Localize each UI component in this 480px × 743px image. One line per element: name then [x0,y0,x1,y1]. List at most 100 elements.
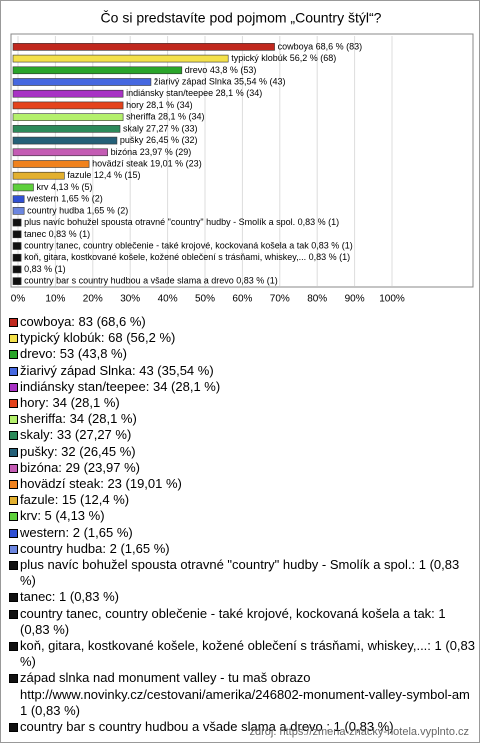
legend-item: typický klobúk: 68 (56,2 %) [9,330,477,346]
legend-swatch [9,512,18,522]
legend-item: krv: 5 (4,13 %) [9,508,477,524]
value-label: 0,83 % (1) [24,264,66,274]
legend-label: typický klobúk: 68 (56,2 %) [20,330,176,346]
plot-frame [10,33,474,288]
bar [12,160,90,168]
x-tick-label: 100% [379,294,405,305]
bar-label: sheriffa 28,1 % (34) [126,112,204,122]
value-label: 28,1 % (34) [158,112,205,122]
legend-swatch [9,399,18,409]
bar [12,242,22,250]
legend-item: západ slnka nad monument valley - tu maš… [9,670,477,719]
legend-label: západ slnka nad monument valley - tu maš… [20,670,470,718]
chart: Čo si predstavíte pod pojmom „Country št… [10,10,474,305]
legend-item: indiánsky stan/teepee: 34 (28,1 %) [9,379,477,395]
x-tick-label: 70% [270,294,290,305]
bar [12,54,229,63]
legend-label: country bar s country hudbou a všade sla… [20,719,394,735]
bar [12,218,22,227]
bar-label: skaly 27,27 % (33) [123,124,198,134]
legend-item: hory: 34 (28,1 %) [9,395,477,411]
category-label: hovädzí steak [92,159,148,169]
category-label: žiarivý západ Slnka [154,77,232,87]
value-label: 0,83 % (1) [298,217,340,227]
legend-swatch [9,561,18,571]
bar [12,148,108,157]
legend-item: fazule: 15 (12,4 %) [9,492,477,508]
legend-item: sheriffa: 34 (28,1 %) [9,411,477,427]
category-label: sheriffa [126,112,155,122]
value-label: 0,83 % (1) [49,229,91,239]
bar [12,89,124,98]
legend-item: drevo: 53 (43,8 %) [9,346,477,362]
legend-swatch [9,480,18,490]
category-label: tanec [24,229,47,239]
bar-label: western 1,65 % (2) [26,194,103,204]
bar [12,125,121,133]
bar [12,171,65,180]
legend-swatch [9,463,18,473]
legend-label: skaly: 33 (27,27 %) [20,427,132,443]
x-tick-label: 90% [345,294,365,305]
bar-label: typický klobúk 56,2 % (68) [231,53,336,63]
x-tick-label: 20% [83,294,103,305]
value-label: 27,27 % (33) [146,124,198,134]
bar-label: hory 28,1 % (34) [126,100,193,110]
value-label: 28,1 % (34) [146,100,193,110]
value-label: 4,13 % (5) [51,182,93,192]
legend: cowboya: 83 (68,6 %) typický klobúk: 68 (… [9,314,477,735]
legend-swatch [9,544,18,554]
x-tick-label: 0% [11,294,26,305]
legend-swatch [9,350,18,360]
legend-item: country bar s country hudbou a všade sla… [9,719,477,735]
legend-item: country tanec, country oblečenie - také … [9,606,477,638]
legend-swatch [9,334,18,344]
bar-label: cowboya 68,6 % (83) [278,42,363,52]
legend-label: tanec: 1 (0,83 %) [20,589,119,605]
legend-label: fazule: 15 (12,4 %) [20,492,130,508]
legend-swatch [9,447,18,457]
bar-label: drevo 43,8 % (53) [185,65,257,75]
legend-swatch [9,642,18,652]
x-tick-label: 60% [232,294,252,305]
bar-label: tanec 0,83 % (1) [24,229,90,239]
legend-label: plus navíc bohužel spousta otravné "coun… [20,557,460,589]
legend-label: hovädzí steak: 23 (19,01 %) [20,476,182,492]
bar [12,195,25,203]
bar-label: plus navíc bohužel spousta otravné "coun… [24,217,339,227]
bar-label: pušky 26,45 % (32) [120,135,198,145]
bar [12,101,124,110]
category-label: hory [126,100,144,110]
value-label: 35,54 % (43) [234,77,286,87]
value-label: 68,6 % (83) [316,42,363,52]
legend-item: country hudba: 2 (1,65 %) [9,541,477,557]
bar-label: hovädzí steak 19,01 % (23) [92,159,202,169]
legend-label: pušky: 32 (26,45 %) [20,443,136,459]
legend-swatch [9,609,18,619]
legend-label: indiánsky stan/teepee: 34 (28,1 %) [20,378,221,394]
bar-label: koň, gitara, kostkované košele, kožené o… [24,253,350,263]
x-tick-label: 40% [158,294,178,305]
legend-swatch [9,674,18,684]
legend-item: skaly: 33 (27,27 %) [9,427,477,443]
legend-label: hory: 34 (28,1 %) [20,395,120,411]
x-tick-label: 10% [45,294,65,305]
bar-label: country hudba 1,65 % (2) [27,206,128,216]
bar-label: bizóna 23,97 % (29) [111,147,192,157]
legend-label: drevo: 53 (43,8 %) [20,346,127,362]
legend-item: cowboya: 83 (68,6 %) [9,314,477,330]
legend-swatch [9,366,18,376]
legend-item: koň, gitara, kostkované košele, kožené o… [9,638,477,670]
category-label: country tanec, country oblečenie - také … [24,241,309,251]
bar [12,277,22,285]
legend-item: bizóna: 29 (23,97 %) [9,460,477,476]
category-label: skaly [123,124,144,134]
bar [12,230,22,239]
legend-item: tanec: 1 (0,83 %) [9,589,477,605]
bar-label: country bar s country hudbou a všade sla… [24,276,278,286]
bar-label: fazule 12,4 % (15) [67,171,140,181]
legend-swatch [9,318,18,327]
chart-title: Čo si predstavíte pod pojmom „Country št… [101,10,382,26]
value-label: 23,97 % (29) [140,147,192,157]
